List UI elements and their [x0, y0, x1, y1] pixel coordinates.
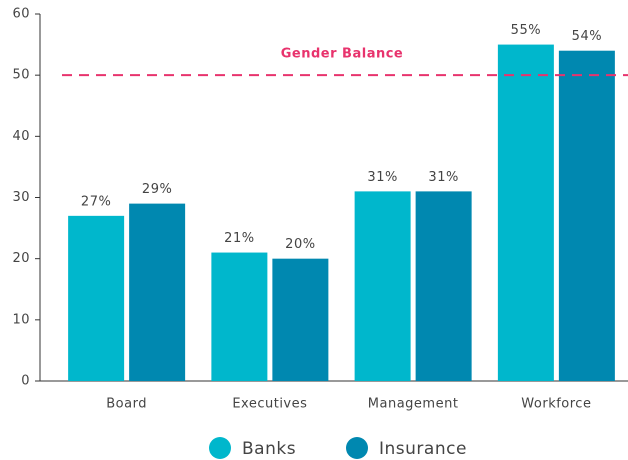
- y-tick-label: 20: [12, 251, 30, 266]
- bar: [497, 44, 554, 381]
- bar: [354, 191, 411, 381]
- value-label: 29%: [142, 182, 172, 197]
- bar: [272, 258, 329, 381]
- legend-label: Insurance: [379, 439, 467, 459]
- y-tick-label: 10: [12, 312, 30, 327]
- y-tick-label: 0: [21, 374, 30, 389]
- bar: [68, 215, 125, 381]
- y-tick-label: 30: [12, 190, 30, 205]
- y-tick-label: 60: [12, 7, 30, 22]
- bar: [211, 252, 268, 381]
- y-tick-label: 50: [12, 68, 30, 83]
- reference-label: Gender Balance: [281, 47, 404, 62]
- x-tick-label: Workforce: [521, 397, 591, 412]
- bar: [129, 203, 186, 381]
- y-tick-label: 40: [12, 129, 30, 144]
- legend-swatch: [346, 437, 368, 459]
- value-label: 54%: [572, 29, 602, 44]
- bar: [415, 191, 472, 381]
- value-label: 27%: [81, 194, 111, 209]
- x-tick-label: Management: [368, 397, 459, 412]
- value-label: 20%: [285, 237, 315, 252]
- legend-label: Banks: [242, 439, 296, 459]
- x-tick-label: Executives: [232, 397, 307, 412]
- value-label: 31%: [428, 170, 458, 185]
- bar: [558, 50, 615, 381]
- x-tick-label: Board: [106, 397, 147, 412]
- value-label: 31%: [367, 170, 397, 185]
- value-label: 21%: [224, 231, 254, 246]
- value-label: 55%: [511, 23, 541, 38]
- legend-swatch: [209, 437, 231, 459]
